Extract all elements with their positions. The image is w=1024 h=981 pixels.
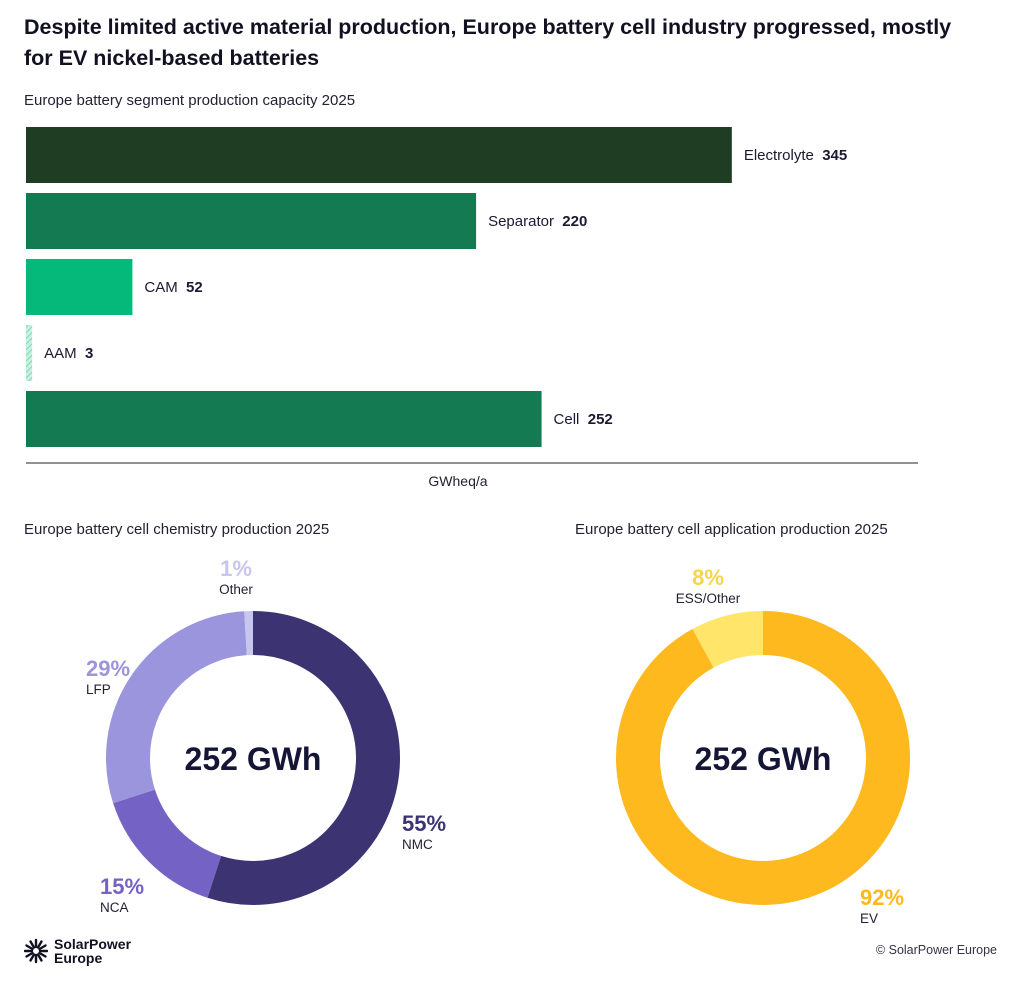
bar-value-aam: 3 [85, 345, 93, 362]
donut-slice-lfp [106, 611, 400, 905]
bar-aam [26, 325, 33, 381]
donut-label-nmc: NMC [402, 837, 433, 852]
bar-electrolyte [26, 127, 732, 183]
donut-pct-lfp: 29% [86, 656, 130, 681]
bar-chart: Electrolyte 345 Separator 220 CAM 52 AAM 3 C… [26, 127, 918, 489]
copyright-notice: © SolarPower Europe [875, 943, 997, 957]
donut-pct-ess-other: 8% [692, 565, 724, 590]
donut-pct-nmc: 55% [402, 811, 446, 836]
donut-label-other: Other [219, 582, 253, 597]
bar-category-electrolyte: Electrolyte [744, 147, 822, 164]
donut-label-ess-other: ESS/Other [676, 591, 741, 606]
logo-line-2: Europe [54, 950, 103, 966]
application-donut-chart: 252 GWh 92%EV 8%ESS/Other [616, 565, 910, 926]
donut-slice-ess-other [616, 611, 910, 905]
bar-value-cell: 252 [588, 411, 613, 428]
bar-category-separator: Separator [488, 213, 562, 230]
chemistry-donut-title: Europe battery cell chemistry production… [24, 521, 330, 538]
bar-category-cell: Cell [554, 411, 588, 428]
donut-center-label: 252 GWh [185, 741, 322, 777]
logo-line-1: SolarPower [54, 936, 132, 952]
bar-value-cam: 52 [186, 279, 203, 296]
donut-label-ev: EV [860, 911, 878, 926]
solarpower-europe-logo: SolarPower Europe [24, 937, 131, 965]
bar-label-electrolyte: Electrolyte 345 [744, 147, 847, 164]
donut-label-lfp: LFP [86, 682, 111, 697]
bar-chart-title: Europe battery segment production capaci… [24, 92, 356, 109]
bar-label-cell: Cell 252 [554, 411, 613, 428]
bar-category-aam: AAM [44, 345, 85, 362]
chemistry-donut-chart: 252 GWh 55%NMC 15%NCA 29%LFP 1%Other [86, 556, 446, 915]
bar-label-separator: Separator 220 [488, 213, 587, 230]
donut-center-label: 252 GWh [695, 741, 832, 777]
bar-category-cam: CAM [144, 279, 186, 296]
x-axis-label: GWheq/a [428, 473, 487, 489]
bar-separator [26, 193, 477, 249]
bar-cell [26, 391, 542, 447]
sun-burst-icon [24, 938, 48, 964]
donut-slice-other [106, 611, 400, 905]
application-donut-title: Europe battery cell application producti… [575, 521, 888, 538]
bar-value-separator: 220 [562, 213, 587, 230]
bar-label-aam: AAM 3 [44, 345, 93, 362]
donut-pct-other: 1% [220, 556, 252, 581]
donut-pct-nca: 15% [100, 874, 144, 899]
bar-cam [26, 259, 133, 315]
donut-label-nca: NCA [100, 900, 129, 915]
bar-label-cam: CAM 52 [144, 279, 202, 296]
chart-title: Despite limited active material producti… [24, 15, 952, 70]
donut-pct-ev: 92% [860, 885, 904, 910]
bar-value-electrolyte: 345 [822, 147, 847, 164]
